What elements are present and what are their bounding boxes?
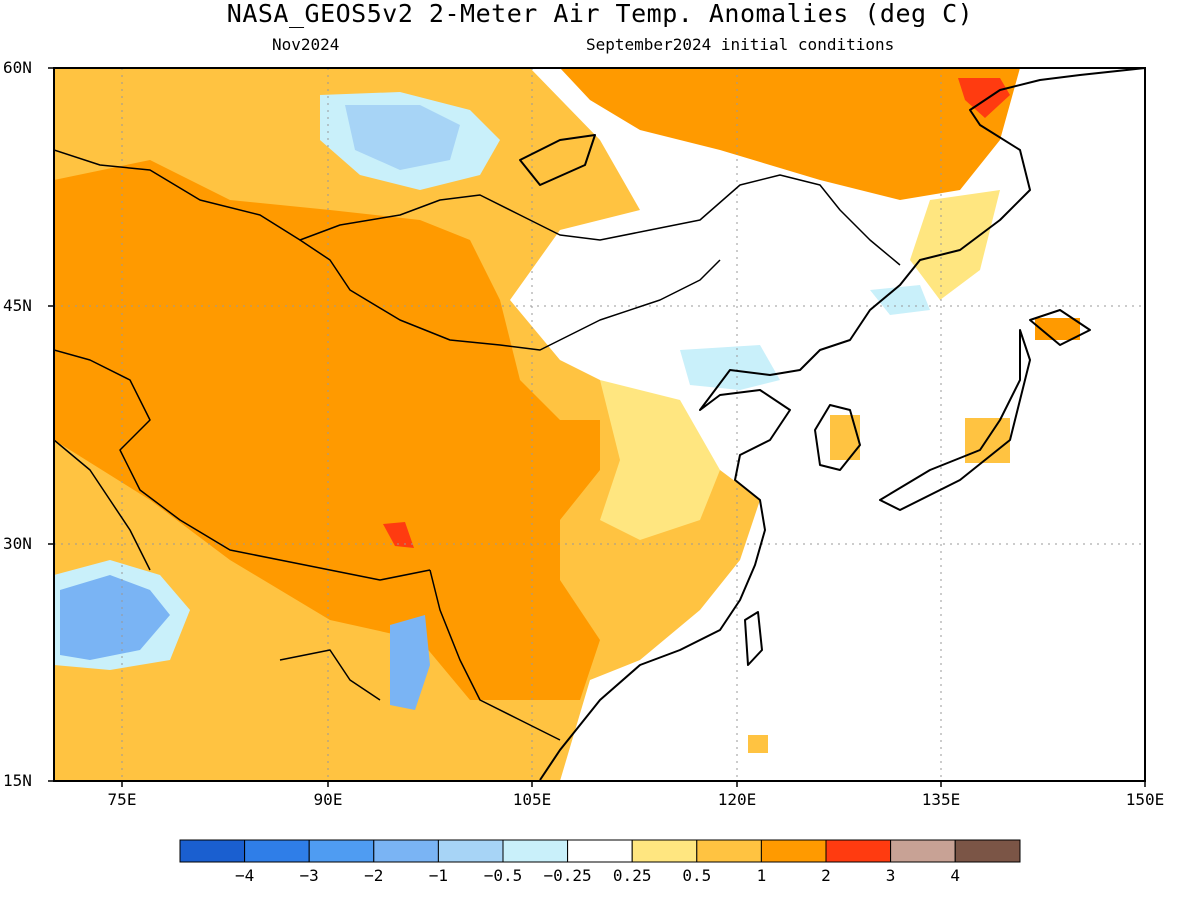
colorbar-label: −3 xyxy=(299,866,319,885)
forecast-month: Nov2024 xyxy=(272,35,340,54)
anomaly-area-pale-yellow xyxy=(600,380,720,540)
colorbar-swatch xyxy=(631,839,698,863)
anomaly-area-korea xyxy=(830,415,860,460)
colorbar-swatch xyxy=(179,839,246,863)
coastlines xyxy=(519,68,1145,781)
anomaly-area-orange-northeast xyxy=(560,68,1020,200)
anomaly-area-red-2 xyxy=(383,522,414,548)
colorbar-label: −4 xyxy=(234,866,255,885)
colorbar-label: 1 xyxy=(756,866,767,885)
anomaly-area-taiwan xyxy=(748,735,768,753)
lat-label: 30N xyxy=(3,534,32,553)
colorbar-swatch xyxy=(954,839,1021,863)
colorbar-swatch xyxy=(437,839,504,863)
axis-ticks xyxy=(48,67,1146,787)
colorbar-label: 4 xyxy=(950,866,960,885)
colorbar-label: 3 xyxy=(885,866,896,885)
lat-label: 15N xyxy=(3,771,32,790)
anomaly-area-blue-myanmar xyxy=(390,615,430,710)
lon-label: 90E xyxy=(313,790,343,809)
anomaly-area-orange-core xyxy=(54,160,600,700)
lon-label: 105E xyxy=(512,790,552,809)
colorbar-swatch xyxy=(696,839,762,863)
colorbar-swatch xyxy=(890,839,956,863)
map-frame xyxy=(53,67,1146,782)
lat-label: 45N xyxy=(3,296,32,315)
chart-title: NASA_GEOS5v2 2-Meter Air Temp. Anomalies… xyxy=(226,0,974,28)
colorbar-swatch xyxy=(308,839,375,863)
colorbar-label: 2 xyxy=(821,866,831,885)
lon-label: 150E xyxy=(1125,790,1165,809)
anomaly-area-light-blue-north xyxy=(345,105,460,170)
colorbar-swatch xyxy=(825,839,892,863)
country-borders xyxy=(54,149,901,741)
anomaly-area-pale-blue-beijing xyxy=(680,345,780,390)
colorbar-label: −1 xyxy=(428,866,449,885)
colorbar-swatch xyxy=(244,839,310,863)
lon-label: 75E xyxy=(107,790,137,809)
lat-label: 60N xyxy=(3,58,32,77)
colorbar-swatch xyxy=(760,839,827,863)
anomaly-area-blue-pakistan xyxy=(60,575,170,660)
colorbar xyxy=(179,839,1021,863)
colorbar-swatch xyxy=(567,839,633,863)
colorbar-label: 0.25 xyxy=(612,866,652,885)
anomaly-area-pale-yellow-2 xyxy=(910,190,1000,300)
colorbar-label: −0.25 xyxy=(543,866,592,885)
anomaly-area-pale-blue-korea xyxy=(870,285,930,315)
colorbar-label: −2 xyxy=(364,866,384,885)
colorbar-swatch xyxy=(502,839,569,863)
initial-conditions: September2024 initial conditions xyxy=(586,35,895,54)
lon-label: 135E xyxy=(921,790,961,809)
anomaly-area-red-1 xyxy=(958,78,1010,118)
colorbar-swatch xyxy=(373,839,439,863)
lon-label: 120E xyxy=(717,790,757,809)
colorbar-label: 0.5 xyxy=(682,866,712,885)
colorbar-label: −0.5 xyxy=(483,866,523,885)
anomaly-field xyxy=(54,68,1145,781)
